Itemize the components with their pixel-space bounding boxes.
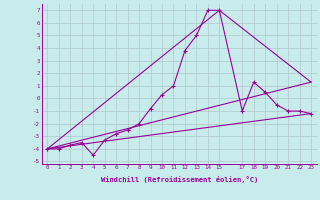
X-axis label: Windchill (Refroidissement éolien,°C): Windchill (Refroidissement éolien,°C): [100, 176, 258, 183]
